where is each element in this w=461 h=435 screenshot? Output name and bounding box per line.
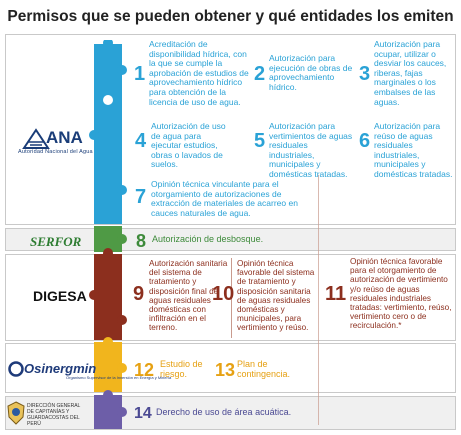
permit-13-number: 13 xyxy=(215,360,236,380)
permit-1-text: Acreditación de disponibilidad hídrica, … xyxy=(149,39,249,107)
permit-9-text: Autorización sanitaria del sistema de tr… xyxy=(149,259,228,333)
permit-4-number: 4 xyxy=(135,130,147,152)
permit-3-number: 3 xyxy=(359,63,371,85)
permit-3-text: Autorización para ocupar, utilizar o des… xyxy=(374,39,447,107)
permit-14-number: 14 xyxy=(134,405,152,422)
dicapi-logo-text: DIRECCIÓN GENERAL DE CAPITANÍAS Y GUARDA… xyxy=(27,403,81,427)
digesa-logo: DIGESA xyxy=(33,288,87,304)
ana-section xyxy=(5,34,456,225)
permit-12-text: Estudio de riesgo. xyxy=(160,359,203,379)
permit-6-number: 6 xyxy=(359,130,371,152)
permit-1-number: 1 xyxy=(134,63,146,85)
ana-logo-subtitle: Autoridad Nacional del Agua xyxy=(18,149,93,155)
permit-8-number: 8 xyxy=(136,231,147,251)
permit-10-number: 10 xyxy=(212,283,235,305)
permit-10-text: Opinión técnica favorable del sistema de… xyxy=(237,259,315,333)
puzzle-pieces-ana xyxy=(89,40,127,224)
permit-5-number: 5 xyxy=(254,130,266,152)
osinergmin-logo-subtitle: Organismo Supervisor de la Inversión en … xyxy=(66,375,172,380)
permit-9-number: 9 xyxy=(133,283,145,305)
permit-6-text: Autorización para reúso de aguas residua… xyxy=(374,121,453,179)
permit-2-number: 2 xyxy=(254,63,266,85)
osinergmin-section xyxy=(5,343,456,393)
puzzle-column xyxy=(89,40,127,429)
ana-logo-text: ANA xyxy=(46,128,83,147)
permit-11-text: Opinión técnica favorable para el otorga… xyxy=(350,257,452,331)
permit-8-text: Autorización de desbosque. xyxy=(152,234,264,244)
permit-4-text: Autorización de uso de agua para ejecuta… xyxy=(151,121,226,170)
puzzle-piece-dicapi xyxy=(94,390,127,429)
serfor-logo: SERFOR xyxy=(30,234,82,249)
page-title: Permisos que se pueden obtener y qué ent… xyxy=(7,8,454,25)
digesa-divider-1 xyxy=(231,258,232,338)
permit-11-number: 11 xyxy=(325,283,347,305)
osinergmin-logo-icon xyxy=(8,361,24,377)
permit-2-text: Autorización para ejecución de obras de … xyxy=(269,53,353,92)
permit-7-number: 7 xyxy=(135,186,147,208)
permit-7-text: Opinión técnica vinculante para el otorg… xyxy=(151,179,298,218)
dicapi-seal-icon xyxy=(7,401,25,425)
permit-14-text: Derecho de uso de área acuática. xyxy=(156,407,292,417)
puzzle-piece-digesa xyxy=(89,248,127,340)
permit-12-number: 12 xyxy=(134,360,155,380)
permit-5-text: Autorización para vertimientos de aguas … xyxy=(269,121,353,179)
dicapi-section xyxy=(5,396,456,430)
digesa-section xyxy=(5,254,456,341)
ana-logo-icon xyxy=(22,128,50,149)
puzzle-piece-serfor xyxy=(94,226,127,252)
digesa-divider-2 xyxy=(318,175,319,425)
puzzle-piece-osinergmin xyxy=(94,337,127,392)
permit-13-text: Plan de contingencia. xyxy=(237,359,291,379)
osinergmin-logo: Osinergmin xyxy=(24,361,97,376)
